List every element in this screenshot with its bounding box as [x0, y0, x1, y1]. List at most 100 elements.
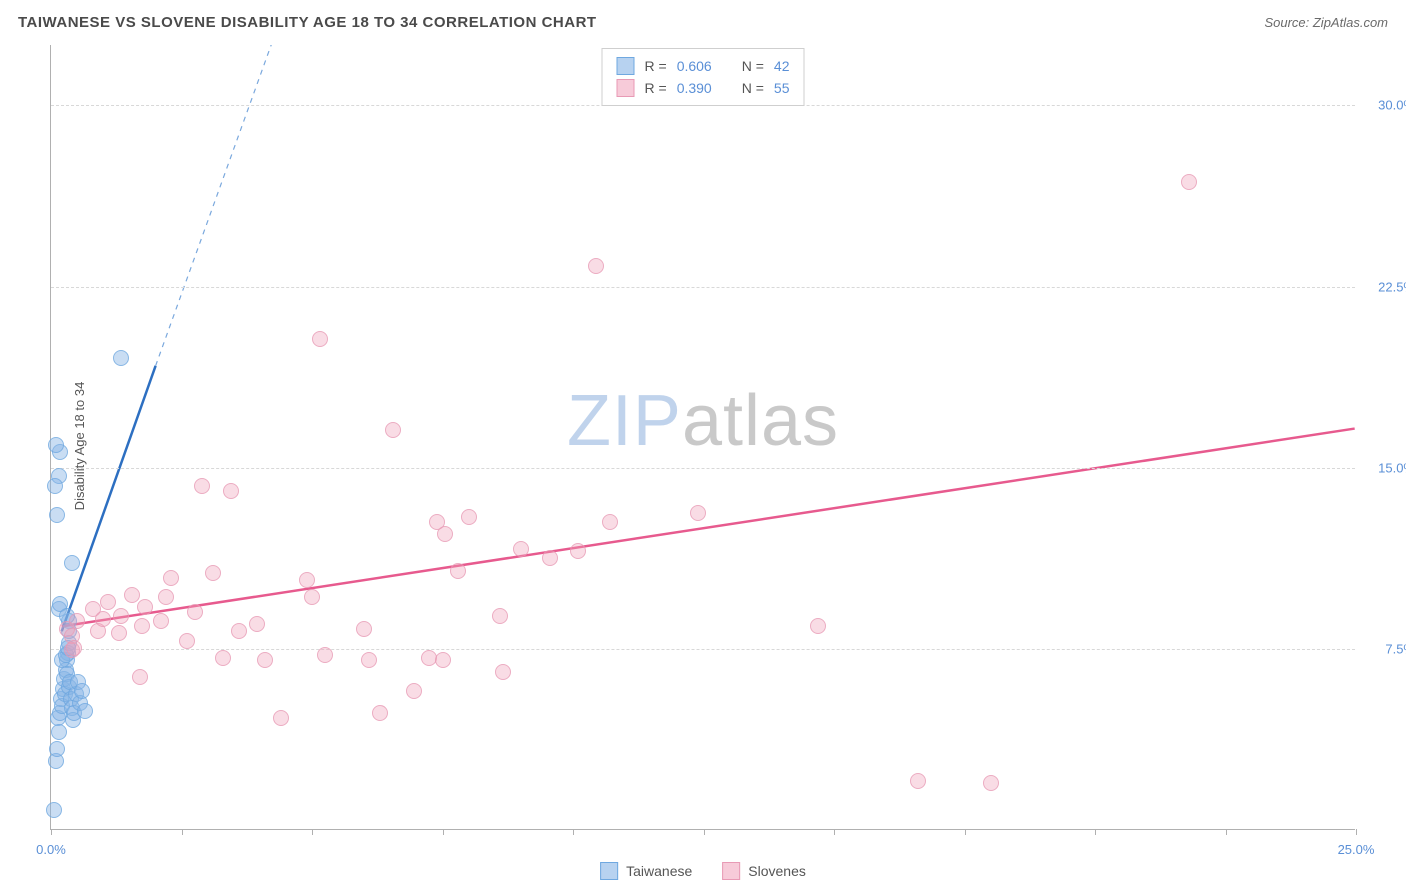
scatter-point-slovenes	[437, 526, 453, 542]
legend-n-value-pink: 55	[774, 80, 790, 96]
scatter-point-slovenes	[273, 710, 289, 726]
scatter-point-slovenes	[100, 594, 116, 610]
xtick	[312, 829, 313, 835]
legend-bottom-item-slovenes: Slovenes	[722, 862, 806, 880]
xtick-label: 25.0%	[1338, 842, 1375, 857]
scatter-point-slovenes	[492, 608, 508, 624]
scatter-point-slovenes	[450, 563, 466, 579]
scatter-point-slovenes	[312, 331, 328, 347]
scatter-point-slovenes	[231, 623, 247, 639]
legend-top-row-blue: R = 0.606 N = 42	[617, 55, 790, 77]
scatter-point-slovenes	[111, 625, 127, 641]
xtick	[834, 829, 835, 835]
xtick	[704, 829, 705, 835]
xtick	[573, 829, 574, 835]
scatter-point-slovenes	[299, 572, 315, 588]
scatter-point-slovenes	[187, 604, 203, 620]
legend-swatch-pink-icon	[617, 79, 635, 97]
xtick	[182, 829, 183, 835]
scatter-point-slovenes	[179, 633, 195, 649]
chart-title: TAIWANESE VS SLOVENE DISABILITY AGE 18 T…	[18, 14, 597, 31]
legend-r-value-blue: 0.606	[677, 58, 712, 74]
scatter-point-slovenes	[542, 550, 558, 566]
ytick-label: 7.5%	[1360, 641, 1406, 656]
chart-source: Source: ZipAtlas.com	[1264, 15, 1388, 30]
scatter-point-slovenes	[495, 664, 511, 680]
scatter-point-taiwanese	[48, 437, 64, 453]
watermark-zip: ZIP	[567, 381, 682, 461]
xtick	[1095, 829, 1096, 835]
scatter-point-taiwanese	[46, 802, 62, 818]
legend-n-label: N =	[742, 58, 764, 74]
scatter-point-slovenes	[690, 505, 706, 521]
scatter-point-taiwanese	[74, 683, 90, 699]
scatter-point-slovenes	[66, 640, 82, 656]
legend-label-taiwanese: Taiwanese	[626, 863, 692, 879]
scatter-point-slovenes	[249, 616, 265, 632]
scatter-point-slovenes	[137, 599, 153, 615]
scatter-point-slovenes	[153, 613, 169, 629]
gridline-h	[51, 468, 1355, 469]
scatter-point-taiwanese	[47, 478, 63, 494]
scatter-point-slovenes	[602, 514, 618, 530]
scatter-point-slovenes	[983, 775, 999, 791]
ytick-label: 30.0%	[1360, 98, 1406, 113]
scatter-point-slovenes	[461, 509, 477, 525]
scatter-point-taiwanese	[77, 703, 93, 719]
xtick	[51, 829, 52, 835]
trend-lines-svg	[51, 45, 1355, 829]
xtick-label: 0.0%	[36, 842, 66, 857]
scatter-point-slovenes	[406, 683, 422, 699]
scatter-point-taiwanese	[113, 350, 129, 366]
legend-top: R = 0.606 N = 42 R = 0.390 N = 55	[602, 48, 805, 106]
legend-r-value-pink: 0.390	[677, 80, 712, 96]
watermark: ZIPatlas	[567, 380, 839, 462]
legend-top-row-pink: R = 0.390 N = 55	[617, 77, 790, 99]
scatter-point-slovenes	[513, 541, 529, 557]
scatter-point-taiwanese	[64, 555, 80, 571]
legend-r-label: R =	[645, 58, 667, 74]
scatter-point-slovenes	[124, 587, 140, 603]
xtick	[965, 829, 966, 835]
scatter-point-slovenes	[158, 589, 174, 605]
scatter-point-slovenes	[257, 652, 273, 668]
scatter-point-slovenes	[361, 652, 377, 668]
scatter-point-slovenes	[132, 669, 148, 685]
scatter-point-taiwanese	[51, 724, 67, 740]
scatter-point-taiwanese	[49, 741, 65, 757]
legend-swatch-pink-icon	[722, 862, 740, 880]
scatter-point-slovenes	[1181, 174, 1197, 190]
scatter-point-slovenes	[163, 570, 179, 586]
scatter-point-slovenes	[215, 650, 231, 666]
scatter-point-slovenes	[304, 589, 320, 605]
scatter-point-slovenes	[385, 422, 401, 438]
legend-r-label: R =	[645, 80, 667, 96]
scatter-point-slovenes	[194, 478, 210, 494]
scatter-point-slovenes	[910, 773, 926, 789]
legend-label-slovenes: Slovenes	[748, 863, 806, 879]
scatter-point-slovenes	[113, 608, 129, 624]
scatter-point-slovenes	[134, 618, 150, 634]
chart-container: TAIWANESE VS SLOVENE DISABILITY AGE 18 T…	[0, 0, 1406, 892]
scatter-point-taiwanese	[49, 507, 65, 523]
ytick-label: 22.5%	[1360, 279, 1406, 294]
xtick	[1226, 829, 1227, 835]
ytick-label: 15.0%	[1360, 460, 1406, 475]
scatter-point-slovenes	[810, 618, 826, 634]
legend-bottom: Taiwanese Slovenes	[600, 862, 806, 880]
scatter-point-slovenes	[223, 483, 239, 499]
scatter-point-slovenes	[69, 613, 85, 629]
gridline-h	[51, 287, 1355, 288]
plot-area: ZIPatlas 7.5%15.0%22.5%30.0%0.0%25.0%	[50, 45, 1355, 830]
title-bar: TAIWANESE VS SLOVENE DISABILITY AGE 18 T…	[18, 14, 1388, 31]
scatter-point-slovenes	[356, 621, 372, 637]
scatter-point-slovenes	[570, 543, 586, 559]
scatter-point-slovenes	[317, 647, 333, 663]
xtick	[443, 829, 444, 835]
scatter-point-slovenes	[205, 565, 221, 581]
scatter-point-slovenes	[435, 652, 451, 668]
scatter-point-slovenes	[372, 705, 388, 721]
scatter-point-slovenes	[95, 611, 111, 627]
legend-n-value-blue: 42	[774, 58, 790, 74]
legend-swatch-blue-icon	[617, 57, 635, 75]
